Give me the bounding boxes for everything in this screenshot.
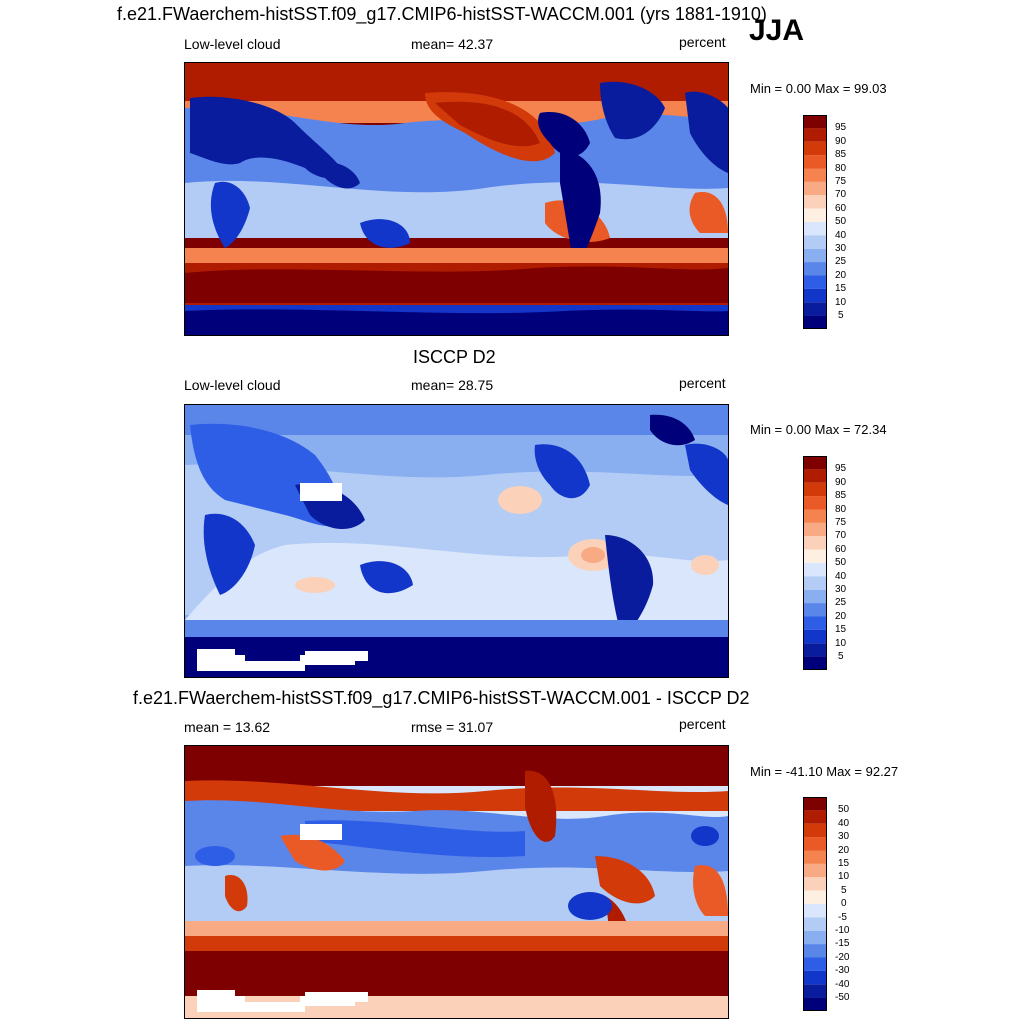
panel-2-colorbar — [803, 456, 827, 670]
panel-1-colorbar — [803, 115, 827, 329]
colorbar-tick-label: -50 — [835, 992, 850, 1003]
colorbar-tick-label: 50 — [835, 216, 847, 227]
colorbar-tick-label: 15 — [838, 858, 850, 869]
colorbar-tick-label: 20 — [835, 611, 847, 622]
colorbar-tick-label: 10 — [835, 297, 847, 308]
colorbar-tick-label: 80 — [835, 504, 847, 515]
colorbar-tick-label: 95 — [835, 463, 847, 474]
colorbar-tick-label: 75 — [835, 176, 847, 187]
colorbar-tick-label: 5 — [838, 651, 844, 662]
colorbar-tick-label: 50 — [838, 804, 850, 815]
colorbar-tick-label: -40 — [835, 979, 850, 990]
colorbar-tick-label: -20 — [835, 952, 850, 963]
colorbar-tick-label: 5 — [841, 885, 847, 896]
panel-1-variable-label: Low-level cloud — [184, 36, 281, 52]
panel-3-map — [184, 745, 729, 1019]
panel-2-colorbar-swatches — [803, 456, 827, 670]
panel-2-map — [184, 404, 729, 678]
colorbar-tick-label: 95 — [835, 122, 847, 133]
panel-2-mean-label: mean= 28.75 — [411, 377, 494, 393]
colorbar-tick-label: 80 — [835, 163, 847, 174]
colorbar-tick-label: 75 — [835, 517, 847, 528]
panel-1-colorbar-swatches — [803, 115, 827, 329]
colorbar-tick-label: -15 — [835, 938, 850, 949]
colorbar-tick-label: 20 — [835, 270, 847, 281]
panel-3-map-canvas — [185, 746, 728, 1018]
colorbar-tick-label: 15 — [835, 283, 847, 294]
colorbar-tick-label: 15 — [835, 624, 847, 635]
colorbar-tick-label: 85 — [835, 490, 847, 501]
colorbar-tick-label: 40 — [838, 818, 850, 829]
panel-3-units-label: percent — [679, 716, 726, 732]
colorbar-tick-label: 30 — [835, 243, 847, 254]
panel-2-title: ISCCP D2 — [413, 347, 496, 367]
colorbar-tick-label: 10 — [838, 871, 850, 882]
colorbar-tick-label: 70 — [835, 189, 847, 200]
colorbar-tick-label: 5 — [838, 310, 844, 321]
colorbar-tick-label: 70 — [835, 530, 847, 541]
season-label: JJA — [749, 14, 805, 47]
panel-1-minmax: Min = 0.00 Max = 99.03 — [750, 81, 887, 96]
colorbar-tick-label: 25 — [835, 256, 847, 267]
colorbar-tick-label: 20 — [838, 845, 850, 856]
colorbar-tick-label: 25 — [835, 597, 847, 608]
colorbar-tick-label: 30 — [835, 584, 847, 595]
panel-1-map — [184, 62, 729, 336]
colorbar-tick-label: 85 — [835, 149, 847, 160]
panel-3-colorbar — [803, 797, 827, 1011]
colorbar-tick-label: 50 — [835, 557, 847, 568]
colorbar-tick-label: 40 — [835, 230, 847, 241]
colorbar-tick-label: -30 — [835, 965, 850, 976]
panel-3-title: f.e21.FWaerchem-histSST.f09_g17.CMIP6-hi… — [133, 688, 750, 708]
colorbar-tick-label: 90 — [835, 477, 847, 488]
colorbar-tick-label: 40 — [835, 571, 847, 582]
colorbar-tick-label: -5 — [838, 912, 847, 923]
panel-1-mean-label: mean= 42.37 — [411, 36, 494, 52]
panel-2-map-canvas — [185, 405, 728, 677]
panel-1-map-canvas — [185, 63, 728, 335]
colorbar-tick-label: -10 — [835, 925, 850, 936]
panel-2-minmax: Min = 0.00 Max = 72.34 — [750, 422, 887, 437]
colorbar-tick-label: 60 — [835, 203, 847, 214]
colorbar-tick-label: 30 — [838, 831, 850, 842]
panel-3-mean-label: mean = 13.62 — [184, 719, 271, 735]
colorbar-tick-label: 10 — [835, 638, 847, 649]
panel-2-variable-label: Low-level cloud — [184, 377, 281, 393]
panel-3-colorbar-swatches — [803, 797, 827, 1011]
panel-2-units-label: percent — [679, 375, 726, 391]
colorbar-tick-label: 0 — [841, 898, 847, 909]
colorbar-tick-label: 90 — [835, 136, 847, 147]
panel-1-units-label: percent — [679, 34, 726, 50]
panel-3-rmse-label: rmse = 31.07 — [411, 719, 494, 735]
colorbar-tick-label: 60 — [835, 544, 847, 555]
panel-1-title: f.e21.FWaerchem-histSST.f09_g17.CMIP6-hi… — [117, 4, 767, 24]
panel-3-minmax: Min = -41.10 Max = 92.27 — [750, 764, 899, 779]
